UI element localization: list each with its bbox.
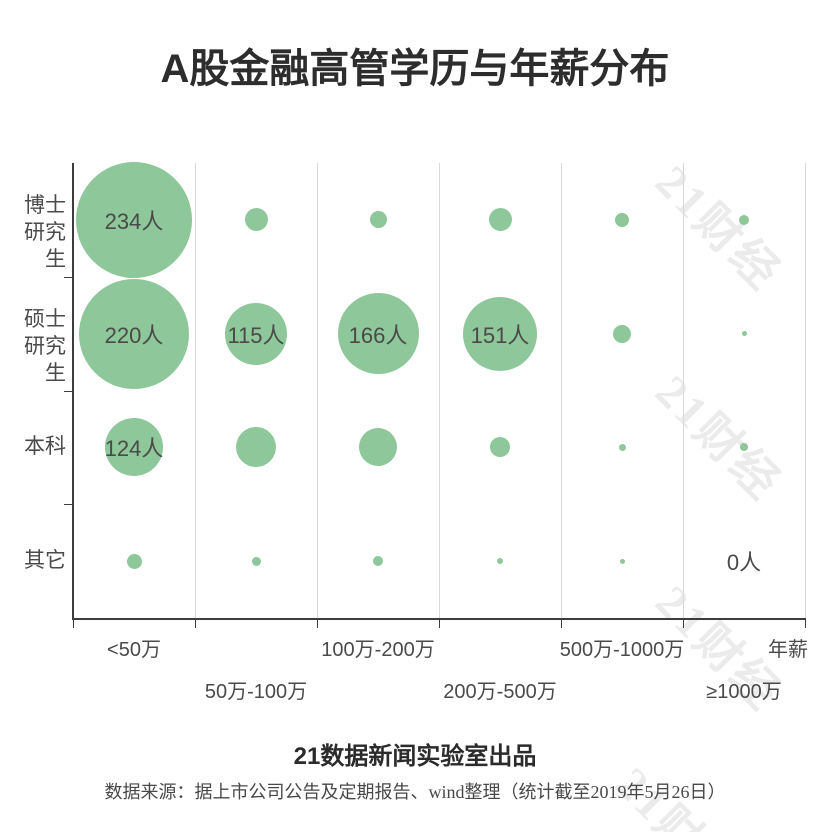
x-axis-line xyxy=(72,618,806,620)
x-axis-tick xyxy=(805,620,806,628)
gridline xyxy=(805,163,806,618)
bubble-label: 151人 xyxy=(470,322,530,348)
x-axis-label: 200万-500万 xyxy=(443,681,557,703)
bubble xyxy=(613,324,631,343)
x-axis-label: <50万 xyxy=(107,639,161,661)
bubble xyxy=(105,418,163,477)
x-axis-tick xyxy=(561,620,562,628)
footer-producer: 21数据新闻实验室出品 xyxy=(293,743,537,770)
x-axis-label: 500万-1000万 xyxy=(559,639,685,661)
x-axis-title: 年薪 xyxy=(768,639,808,661)
bubble xyxy=(225,302,287,365)
bubble xyxy=(497,558,503,565)
x-axis-label: 50万-100万 xyxy=(204,681,308,703)
bubble xyxy=(619,558,625,564)
bubble xyxy=(373,556,383,567)
y-axis-tick xyxy=(64,504,72,506)
bubble xyxy=(490,437,510,458)
zero-label: 0人 xyxy=(726,550,762,576)
bubble xyxy=(251,556,261,566)
y-axis-line xyxy=(72,163,74,618)
x-axis-label: 100万-200万 xyxy=(321,639,435,661)
gridline xyxy=(317,163,318,618)
bubble-label: 234人 xyxy=(104,208,164,234)
x-axis-label: ≥1000万 xyxy=(706,681,782,703)
y-axis-label: 硕士 研究生 xyxy=(24,307,66,385)
x-axis-tick xyxy=(73,620,74,628)
bubble-label: 166人 xyxy=(348,322,408,348)
bubble xyxy=(369,211,387,229)
y-axis-label: 博士 研究生 xyxy=(24,193,66,271)
bubble xyxy=(236,427,276,468)
bubble xyxy=(741,331,747,337)
y-axis-label: 其它 xyxy=(24,548,66,572)
gridline xyxy=(439,163,440,618)
x-axis-tick xyxy=(195,620,196,628)
page-title: A股金融高管学历与年薪分布 xyxy=(160,47,670,91)
y-axis-tick xyxy=(64,276,72,278)
bubble-label: 124人 xyxy=(104,436,164,462)
bubble xyxy=(618,443,626,451)
bubble xyxy=(76,161,192,278)
bubble-label: 115人 xyxy=(227,322,285,348)
gridline xyxy=(683,163,684,618)
bubble xyxy=(463,296,537,371)
bubble xyxy=(615,212,629,227)
footer-source: 数据来源：据上市公司公告及定期报告、wind整理（统计截至2019年5月26日） xyxy=(104,782,726,802)
x-axis-tick xyxy=(683,620,684,628)
bubble xyxy=(359,428,397,467)
y-axis-label: 本科 xyxy=(24,434,66,458)
y-axis-tick xyxy=(64,390,72,392)
bubble xyxy=(337,293,419,375)
bubble xyxy=(739,214,749,225)
bubble-label: 220人 xyxy=(104,322,164,348)
gridline xyxy=(561,163,562,618)
bubble xyxy=(488,208,512,232)
x-axis-tick xyxy=(439,620,440,628)
gridline xyxy=(195,163,196,618)
bubble xyxy=(244,208,268,232)
bubble xyxy=(79,278,189,389)
x-axis-tick xyxy=(317,620,318,628)
bubble-chart: 博士 研究生硕士 研究生本科其它 <50万 50万-100万 100万-200万 200万-… xyxy=(24,161,808,703)
bubble xyxy=(126,553,142,569)
bubble xyxy=(740,443,748,452)
